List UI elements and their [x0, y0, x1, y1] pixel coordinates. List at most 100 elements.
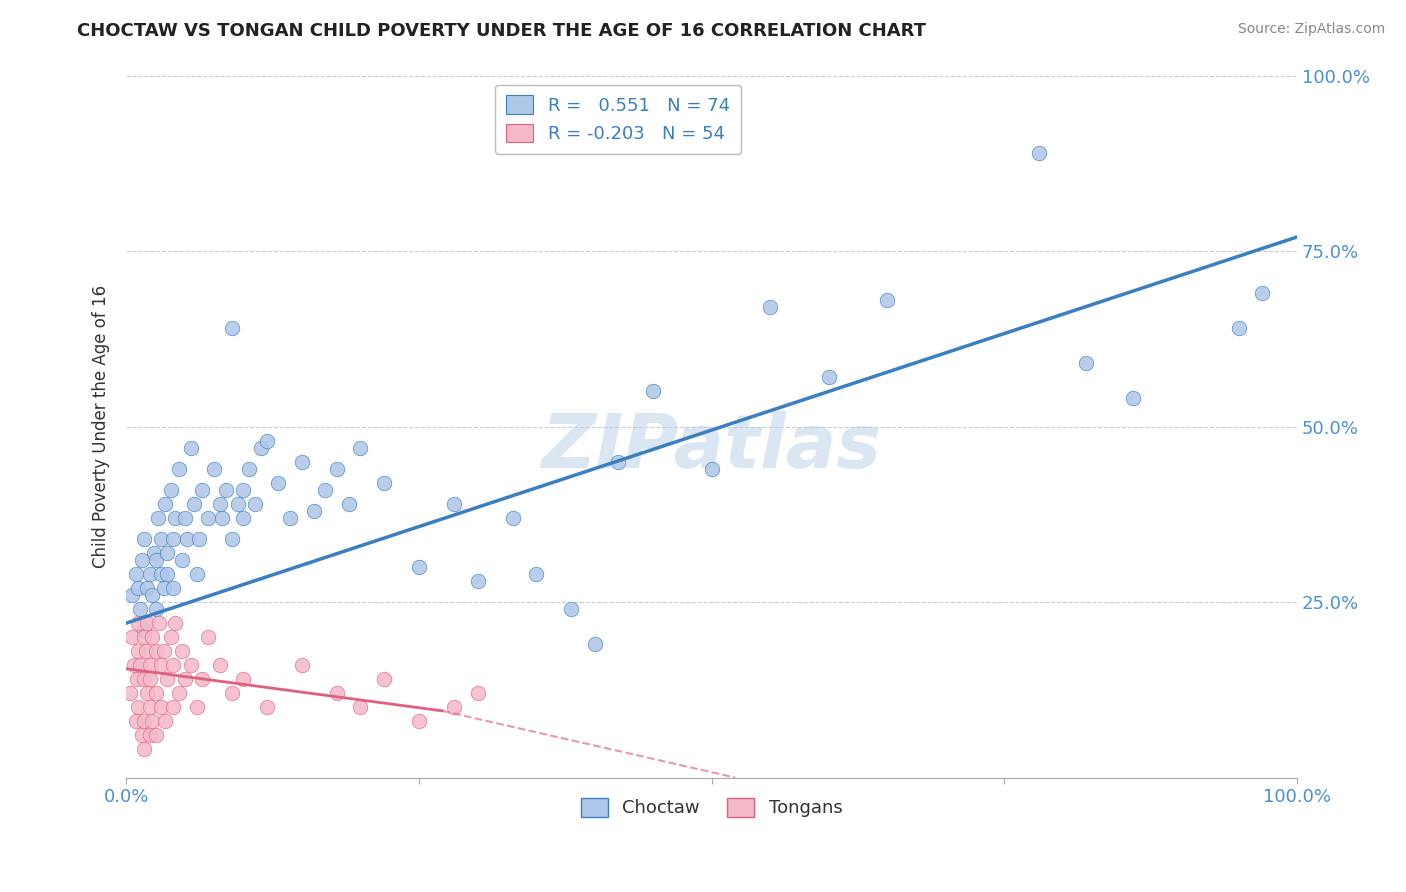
Point [131, 728, 153, 742]
Point [145, 686, 167, 700]
Text: ZIPatlas: ZIPatlas [541, 411, 882, 484]
Point [180, 441, 202, 455]
Point [191, 483, 214, 497]
Point [173, 510, 195, 524]
Point [132, 623, 155, 637]
Point [172, 553, 194, 567]
Point [153, 714, 176, 729]
Point [131, 553, 153, 567]
Point [291, 455, 314, 469]
Point [138, 673, 160, 687]
Point [1122, 392, 1144, 406]
Point [759, 300, 782, 314]
Point [132, 630, 155, 644]
Point [197, 510, 219, 524]
Point [560, 602, 582, 616]
Point [129, 602, 152, 616]
Point [143, 546, 166, 560]
Point [159, 483, 181, 497]
Point [165, 510, 187, 524]
Point [278, 510, 301, 524]
Point [162, 532, 184, 546]
Point [373, 673, 395, 687]
Point [127, 700, 149, 714]
Point [583, 637, 606, 651]
Point [150, 566, 173, 581]
Point [173, 673, 195, 687]
Point [124, 658, 146, 673]
Point [643, 384, 665, 399]
Point [326, 461, 349, 475]
Point [408, 560, 430, 574]
Point [467, 686, 489, 700]
Point [132, 532, 155, 546]
Point [138, 728, 160, 742]
Point [349, 441, 371, 455]
Point [138, 658, 160, 673]
Point [156, 546, 179, 560]
Point [373, 475, 395, 490]
Point [121, 588, 143, 602]
Point [172, 644, 194, 658]
Point [152, 644, 174, 658]
Point [267, 475, 290, 490]
Point [226, 497, 249, 511]
Point [118, 686, 141, 700]
Point [349, 700, 371, 714]
Point [127, 616, 149, 631]
Point [314, 483, 336, 497]
Point [141, 630, 163, 644]
Point [150, 532, 173, 546]
Point [132, 673, 155, 687]
Point [191, 673, 214, 687]
Point [145, 602, 167, 616]
Point [232, 483, 254, 497]
Legend: Choctaw, Tongans: Choctaw, Tongans [574, 791, 849, 825]
Point [1028, 145, 1050, 160]
Text: CHOCTAW VS TONGAN CHILD POVERTY UNDER THE AGE OF 16 CORRELATION CHART: CHOCTAW VS TONGAN CHILD POVERTY UNDER TH… [77, 22, 927, 40]
Point [232, 510, 254, 524]
Point [180, 658, 202, 673]
Point [125, 673, 148, 687]
Point [167, 461, 190, 475]
Point [136, 686, 159, 700]
Point [232, 673, 254, 687]
Point [145, 644, 167, 658]
Point [1227, 321, 1250, 335]
Point [256, 700, 278, 714]
Point [156, 566, 179, 581]
Point [145, 553, 167, 567]
Point [607, 455, 630, 469]
Point [467, 574, 489, 588]
Point [150, 658, 173, 673]
Point [124, 714, 146, 729]
Point [183, 497, 205, 511]
Point [700, 461, 723, 475]
Point [291, 658, 314, 673]
Point [127, 581, 149, 595]
Point [238, 461, 260, 475]
Point [1076, 356, 1098, 370]
Point [202, 461, 225, 475]
Point [443, 700, 465, 714]
Point [146, 510, 169, 524]
Point [176, 532, 198, 546]
Point [502, 510, 524, 524]
Point [817, 370, 839, 384]
Point [127, 644, 149, 658]
Point [138, 700, 160, 714]
Point [187, 532, 209, 546]
Point [129, 658, 152, 673]
Point [524, 566, 547, 581]
Point [152, 581, 174, 595]
Point [148, 616, 170, 631]
Point [211, 510, 233, 524]
Point [165, 616, 187, 631]
Point [208, 658, 231, 673]
Point [256, 434, 278, 448]
Point [408, 714, 430, 729]
Point [136, 581, 159, 595]
Point [162, 581, 184, 595]
Point [153, 497, 176, 511]
Point [141, 588, 163, 602]
